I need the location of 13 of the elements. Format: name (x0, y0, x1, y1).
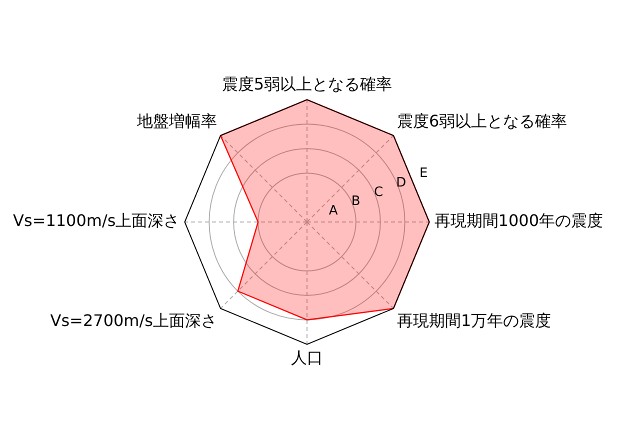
spoke-label: 地盤増幅率 (136, 112, 217, 131)
spoke-label: 震度5弱以上となる確率 (222, 74, 392, 94)
y-tick-label: D (396, 175, 406, 190)
spoke-label: Vs=2700m/s上面深さ (50, 310, 217, 330)
spoke-label: 再現期間1000年の震度 (434, 211, 603, 230)
spoke-label: 人口 (291, 348, 323, 368)
y-tick-label: C (374, 184, 384, 200)
spoke-label: Vs=1100m/s上面深さ (13, 211, 180, 230)
spoke-label: 再現期間1万年の震度 (397, 310, 552, 330)
y-tick-label: A (328, 203, 338, 218)
spoke-label: 震度6弱以上となる確率 (397, 112, 568, 131)
y-tick-label: E (420, 166, 428, 182)
y-tick-label: B (351, 194, 360, 210)
